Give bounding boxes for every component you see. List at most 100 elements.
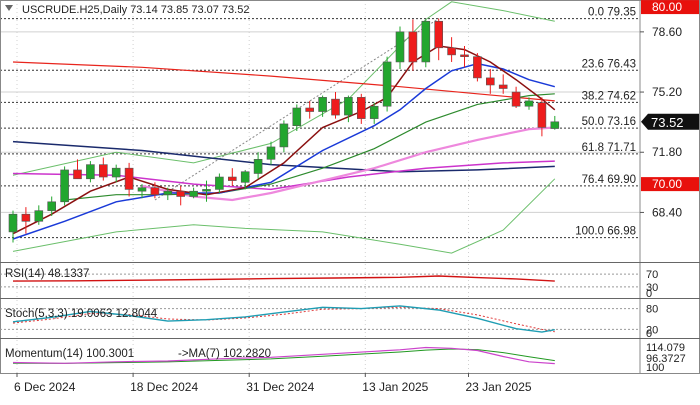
stoch-tick-label: 80 bbox=[646, 304, 658, 316]
bull-candle bbox=[215, 173, 224, 193]
bull-candle bbox=[524, 97, 534, 110]
bull-candle bbox=[163, 187, 173, 201]
bear-candle bbox=[447, 37, 456, 62]
candle-body bbox=[202, 189, 211, 192]
bear-candle bbox=[176, 185, 185, 206]
rsi-tick-label: 30 bbox=[646, 282, 658, 294]
bear-candle bbox=[228, 168, 237, 186]
fib-level-label: 61.8 71.71 bbox=[582, 142, 636, 154]
fib-level-label: 100.0 66.98 bbox=[575, 226, 636, 238]
candle-body bbox=[382, 61, 392, 107]
candle-body bbox=[279, 123, 289, 148]
candle-body bbox=[408, 31, 418, 63]
candle-body bbox=[111, 167, 121, 178]
bear-candle bbox=[408, 19, 418, 71]
bull-candle bbox=[47, 196, 57, 216]
bull-candle bbox=[189, 187, 198, 199]
momentum-tick-label: 96.3727 bbox=[646, 353, 686, 365]
candle-body bbox=[253, 159, 263, 174]
chart-header: USCRUDE.H25,Daily 73.14 73.85 73.07 73.5… bbox=[22, 4, 249, 16]
bull-candle bbox=[318, 95, 327, 117]
candle-body bbox=[189, 190, 198, 197]
panel-frames bbox=[0, 0, 700, 374]
bull-candle bbox=[34, 205, 44, 225]
blue-ma bbox=[12, 62, 555, 240]
darkred-ma bbox=[12, 45, 556, 235]
bear-candle bbox=[537, 97, 547, 137]
fib-level-label: 23.6 76.43 bbox=[582, 58, 636, 70]
bull-candle bbox=[137, 184, 147, 199]
fib-level-label: 76.4 69.90 bbox=[582, 174, 636, 186]
candle-body bbox=[305, 107, 315, 112]
price-axis: 78.60 75.20 71.80 68.40 80.00 70.00 73.52 bbox=[640, 0, 699, 219]
bear-candle bbox=[460, 46, 469, 68]
bull-candle bbox=[395, 26, 405, 70]
candle-body bbox=[34, 210, 44, 222]
red-price-tag bbox=[641, 177, 699, 192]
bull-candle bbox=[202, 180, 211, 202]
candle-body bbox=[240, 171, 250, 183]
rsi-label: RSI(14) 48.1337 bbox=[5, 268, 89, 280]
bear-candle bbox=[331, 92, 340, 119]
candle-body bbox=[60, 169, 69, 203]
header-collapse-icon[interactable] bbox=[5, 5, 13, 11]
candle-body bbox=[473, 56, 482, 79]
candle-body bbox=[395, 31, 405, 63]
bull-candle bbox=[344, 95, 353, 123]
candle-body bbox=[163, 190, 173, 196]
candle-body bbox=[8, 213, 18, 233]
bull-candle bbox=[279, 120, 289, 153]
candle-body bbox=[434, 20, 444, 49]
bull-candle bbox=[421, 19, 431, 68]
bear-candle bbox=[305, 100, 315, 119]
rsi-tick-label: 0 bbox=[646, 288, 652, 300]
red-price-tag-label: 70.00 bbox=[652, 177, 682, 191]
price-tick-label: 75.20 bbox=[652, 85, 682, 99]
bull-candle bbox=[8, 210, 18, 243]
candle-body bbox=[176, 190, 185, 197]
candle-body bbox=[537, 102, 547, 128]
stoch-label: Stoch(5,3,3) 19.0063 12.8044 bbox=[5, 308, 158, 320]
candle-body bbox=[331, 98, 340, 116]
momentum-tick-label: 100 bbox=[646, 362, 664, 374]
candle-body bbox=[421, 20, 431, 63]
stoch-k-line bbox=[12, 305, 555, 333]
candle-body bbox=[21, 213, 31, 222]
last-price-label: 73.52 bbox=[651, 115, 684, 130]
candle-body bbox=[99, 164, 108, 178]
candle-body bbox=[266, 146, 276, 160]
candle-body bbox=[137, 187, 147, 192]
rsi-line bbox=[12, 275, 555, 282]
bull-candle bbox=[86, 161, 95, 183]
last-price-tag bbox=[641, 113, 699, 130]
time-tick-label: 18 Dec 2024 bbox=[130, 380, 198, 394]
candle-body bbox=[73, 169, 82, 180]
bull-candle bbox=[240, 169, 250, 190]
bull-candle bbox=[111, 164, 121, 183]
momentum-ma-label: ->MA(7) 102.2820 bbox=[178, 348, 271, 360]
bear-candle bbox=[21, 207, 31, 234]
bear-candle bbox=[150, 182, 160, 199]
bb-lower bbox=[12, 178, 556, 254]
candle-body bbox=[318, 97, 327, 112]
time-tick-label: 13 Jan 2025 bbox=[362, 380, 428, 394]
time-axis: 6 Dec 2024 18 Dec 2024 31 Dec 2024 13 Jan 2… bbox=[14, 373, 532, 394]
candle-body bbox=[511, 91, 521, 107]
candle-body bbox=[124, 167, 134, 190]
momentum-tick-label: 114.079 bbox=[646, 342, 685, 354]
fib-level-label: 50.0 73.16 bbox=[582, 116, 636, 128]
bear-candle bbox=[73, 159, 82, 180]
bull-candle bbox=[266, 141, 276, 165]
bear-candle bbox=[356, 93, 366, 124]
stoch-tick-label: 0 bbox=[646, 328, 652, 340]
fib-level-label: 0.0 79.35 bbox=[588, 7, 636, 19]
candle-body bbox=[356, 97, 366, 119]
red-price-tag bbox=[641, 0, 699, 15]
bull-candle bbox=[253, 152, 263, 179]
red-ma bbox=[12, 61, 555, 102]
candlesticks bbox=[8, 18, 560, 243]
navy-ma bbox=[12, 140, 555, 173]
